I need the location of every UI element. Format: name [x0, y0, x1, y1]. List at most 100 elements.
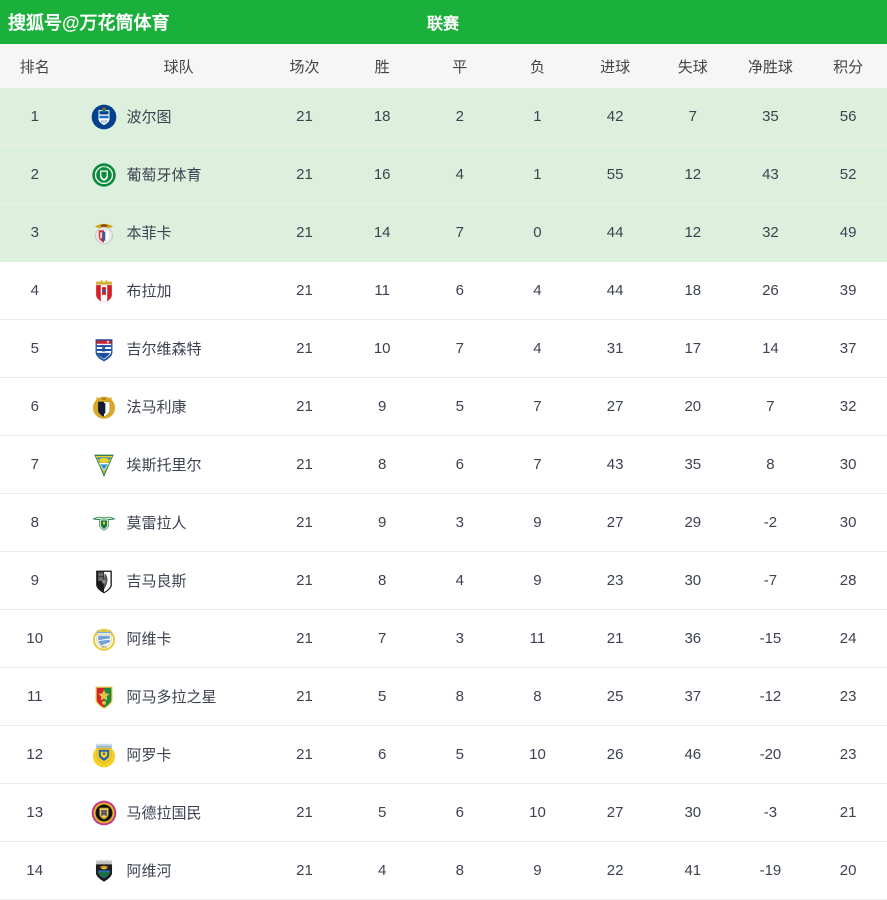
column-header-points[interactable]: 积分	[809, 44, 887, 88]
cell-win: 4	[343, 841, 421, 900]
column-header-played[interactable]: 场次	[265, 44, 344, 88]
cell-played: 21	[265, 725, 344, 784]
cell-points: 32	[809, 377, 887, 436]
team-cell[interactable]: 阿维河	[69, 858, 265, 884]
team-cell[interactable]: 马德拉国民	[69, 800, 265, 826]
cell-draw: 3	[420, 493, 499, 552]
team-cell[interactable]: 埃斯托里尔	[69, 452, 265, 478]
team-cell[interactable]: 葡萄牙体育	[69, 162, 265, 188]
cell-team[interactable]: 埃斯托里尔	[69, 435, 266, 494]
cell-team[interactable]: 阿维卡	[69, 609, 266, 668]
team-cell[interactable]: 法马利康	[69, 394, 265, 420]
cell-team[interactable]: 本菲卡	[69, 203, 266, 262]
cell-loss: 9	[498, 551, 577, 610]
cell-rank: 6	[0, 377, 70, 436]
cell-team[interactable]: 阿维河	[69, 841, 266, 900]
estrela-crest	[91, 684, 117, 710]
table-row[interactable]: 9 吉马良斯 21 8 4 9 23 30 -7 28	[0, 551, 887, 610]
column-header-goals-against[interactable]: 失球	[653, 44, 732, 88]
table-body: 1 波尔图 21 18 2 1 42 7 35 56 2 葡萄牙体育 21 16 4 1 55 12 43 52 3 本菲…	[0, 88, 887, 900]
cell-rank: 14	[0, 841, 70, 900]
cell-team[interactable]: 波尔图	[69, 88, 266, 146]
team-name: 葡萄牙体育	[126, 167, 202, 184]
column-header-goals-for[interactable]: 进球	[576, 44, 654, 88]
cell-goal-diff: -2	[731, 493, 810, 552]
cell-goal-diff: 35	[731, 88, 810, 146]
table-row[interactable]: 8 莫雷拉人 21 9 3 9 27 29 -2 30	[0, 493, 887, 552]
table-row[interactable]: 11 阿马多拉之星 21 5 8 8 25 37 -12 23	[0, 667, 887, 726]
cell-team[interactable]: 阿罗卡	[69, 725, 266, 784]
column-header-goal-diff[interactable]: 净胜球	[731, 44, 810, 88]
cell-draw: 7	[420, 203, 499, 262]
table-row[interactable]: 1 波尔图 21 18 2 1 42 7 35 56	[0, 88, 887, 146]
cell-goals-against: 46	[653, 725, 732, 784]
cell-goals-for: 42	[576, 88, 654, 146]
column-header-team[interactable]: 球队	[69, 44, 266, 88]
cell-loss: 10	[498, 783, 577, 842]
column-header-rank[interactable]: 排名	[0, 44, 70, 88]
table-row[interactable]: 10 阿维卡 21 7 3 11 21 36 -15 24	[0, 609, 887, 668]
cell-rank: 2	[0, 145, 70, 204]
table-row[interactable]: 7 埃斯托里尔 21 8 6 7 43 35 8 30	[0, 435, 887, 494]
cell-goals-against: 20	[653, 377, 732, 436]
table-row[interactable]: 3 本菲卡 21 14 7 0 44 12 32 49	[0, 203, 887, 262]
table-row[interactable]: 5 吉尔维森特 21 10 7 4 31 17 14 37	[0, 319, 887, 378]
team-cell[interactable]: 莫雷拉人	[69, 510, 265, 536]
team-cell[interactable]: 波尔图	[69, 104, 265, 130]
cell-points: 39	[809, 261, 887, 320]
team-cell[interactable]: 阿罗卡	[69, 742, 265, 768]
team-cell[interactable]: 吉尔维森特	[69, 336, 265, 362]
cell-team[interactable]: 吉马良斯	[69, 551, 266, 610]
cell-rank: 9	[0, 551, 70, 610]
arouca-alt-crest	[91, 626, 117, 652]
cell-team[interactable]: 马德拉国民	[69, 783, 266, 842]
cell-points: 52	[809, 145, 887, 204]
cell-rank: 4	[0, 261, 70, 320]
cell-goal-diff: -20	[731, 725, 810, 784]
cell-goal-diff: 32	[731, 203, 810, 262]
team-cell[interactable]: 阿马多拉之星	[69, 684, 265, 710]
column-header-draw[interactable]: 平	[420, 44, 499, 88]
cell-win: 9	[343, 377, 421, 436]
rio-ave-crest	[91, 858, 117, 884]
team-name: 莫雷拉人	[126, 515, 187, 532]
table-row[interactable]: 4 布拉加 21 11 6 4 44 18 26 39	[0, 261, 887, 320]
column-header-win[interactable]: 胜	[343, 44, 421, 88]
table-row[interactable]: 6 法马利康 21 9 5 7 27 20 7 32	[0, 377, 887, 436]
cell-points: 23	[809, 725, 887, 784]
cell-loss: 1	[498, 145, 577, 204]
cell-goal-diff: 14	[731, 319, 810, 378]
cell-draw: 7	[420, 319, 499, 378]
cell-win: 18	[343, 88, 421, 146]
team-cell[interactable]: 布拉加	[69, 278, 265, 304]
column-header-loss[interactable]: 负	[498, 44, 577, 88]
cell-loss: 1	[498, 88, 577, 146]
cell-team[interactable]: 吉尔维森特	[69, 319, 266, 378]
team-cell[interactable]: 吉马良斯	[69, 568, 265, 594]
cell-win: 9	[343, 493, 421, 552]
cell-team[interactable]: 法马利康	[69, 377, 266, 436]
cell-team[interactable]: 布拉加	[69, 261, 266, 320]
cell-rank: 1	[0, 88, 70, 146]
cell-team[interactable]: 葡萄牙体育	[69, 145, 266, 204]
table-row[interactable]: 14 阿维河 21 4 8 9 22 41 -19 20	[0, 841, 887, 900]
team-cell[interactable]: 本菲卡	[69, 220, 265, 246]
team-name: 波尔图	[126, 109, 172, 126]
cell-goal-diff: 26	[731, 261, 810, 320]
cell-draw: 3	[420, 609, 499, 668]
cell-goals-for: 27	[576, 493, 654, 552]
table-row[interactable]: 2 葡萄牙体育 21 16 4 1 55 12 43 52	[0, 145, 887, 204]
guimaraes-crest	[91, 568, 117, 594]
cell-played: 21	[265, 841, 344, 900]
table-row[interactable]: 13 马德拉国民 21 5 6 10 27 30 -3 21	[0, 783, 887, 842]
cell-draw: 6	[420, 435, 499, 494]
team-name: 阿维河	[126, 863, 172, 880]
team-cell[interactable]: 阿维卡	[69, 626, 265, 652]
porto-crest	[91, 104, 117, 130]
table-row[interactable]: 12 阿罗卡 21 6 5 10 26 46 -20 23	[0, 725, 887, 784]
cell-played: 21	[265, 377, 344, 436]
cell-team[interactable]: 阿马多拉之星	[69, 667, 266, 726]
cell-goals-against: 30	[653, 783, 732, 842]
cell-team[interactable]: 莫雷拉人	[69, 493, 266, 552]
cell-loss: 4	[498, 319, 577, 378]
